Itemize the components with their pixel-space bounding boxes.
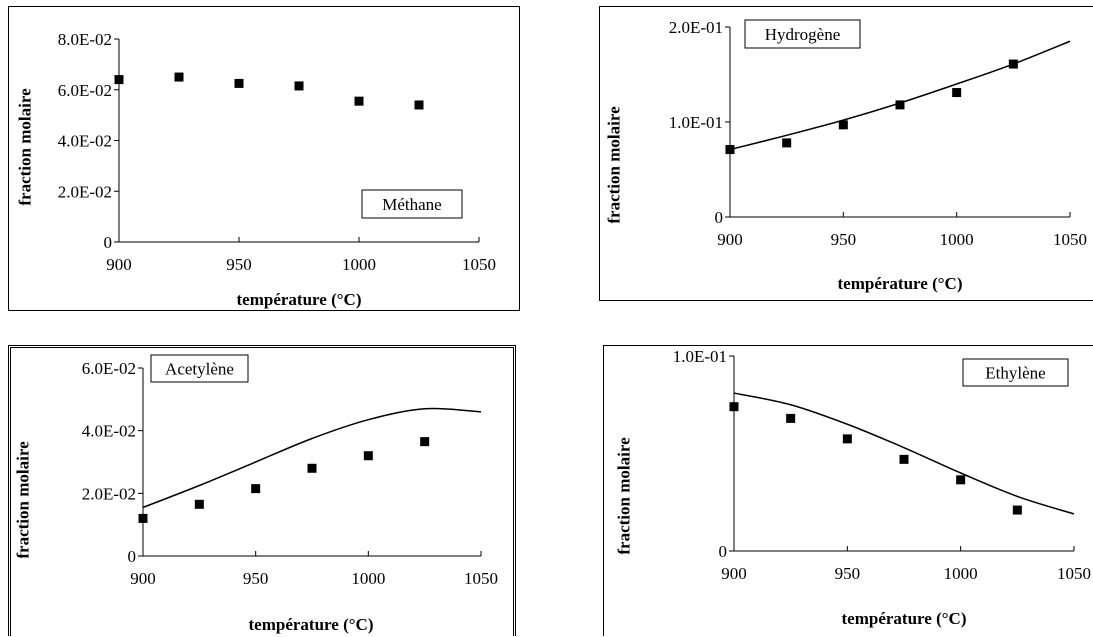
data-point [414,100,424,110]
x-tick-label: 900 [130,569,156,588]
data-point [294,81,304,91]
y-axis-label: fraction molaire [14,441,33,559]
x-tick-label: 950 [831,230,857,249]
y-axis-label: fraction molaire [16,88,35,206]
y-tick-label: 2.0E-02 [82,484,136,503]
legend-label: Hydrogène [765,25,841,44]
y-tick-label: 8.0E-02 [58,30,112,49]
y-tick-label: 4.0E-02 [58,132,112,151]
x-tick-label: 1000 [351,569,385,588]
chart-ethylene: 900 950 1000 1050 0 1.0E-01 température (°C) fr… [615,347,1092,628]
data-point [234,78,244,88]
legend-box [744,19,861,49]
data-point [838,120,848,130]
y-tick-label: 2.0E-01 [669,18,723,37]
data-point [354,96,364,106]
chart-panel-acetylene: 900 950 1000 1050 0 2.0E-02 4.0E-02 6.0E-02 temp… [8,345,516,636]
x-tick-label: 1000 [944,564,978,583]
x-tick-label: 900 [721,564,747,583]
x-tick-label: 1000 [342,255,376,274]
x-tick-label: 950 [835,564,861,583]
x-axis-label: température (°C) [249,615,374,634]
chart-hydrogene: 900 950 1000 1050 0 1.0E-01 2.0E-01 température… [605,18,1088,293]
data-point [786,413,796,423]
data-point [174,72,184,82]
y-axis-label: fraction molaire [605,106,624,224]
legend-box [962,358,1069,387]
legend-label: Méthane [382,195,441,214]
chart-panel-methane: 900 950 1000 1050 0 2.0E-02 4.0E-02 6.0E-02 8.0E… [8,6,520,311]
y-tick-label: 0 [128,547,137,566]
data-point [729,402,739,412]
y-tick-label: 1.0E-01 [669,113,723,132]
data-point [194,499,204,509]
y-tick-label: 0 [715,208,724,227]
data-point [842,434,852,444]
x-axis-label: température (°C) [838,274,963,293]
data-point [956,475,966,485]
model-curve [729,40,1071,151]
legend-box [361,189,463,219]
model-curve [733,392,1075,515]
x-axis-label: température (°C) [237,290,362,309]
legend-label: Ethylène [985,364,1045,383]
data-point [420,437,430,447]
chart-methane: 900 950 1000 1050 0 2.0E-02 4.0E-02 6.0E-02 8.0E… [16,30,497,309]
data-point [725,145,735,155]
x-tick-label: 1050 [464,569,498,588]
data-point [363,451,373,461]
x-tick-label: 1000 [940,230,974,249]
y-tick-label: 2.0E-02 [58,182,112,201]
chart-panel-hydrogene: 900 950 1000 1050 0 1.0E-01 2.0E-01 température… [599,6,1093,301]
chart-acetylene: 900 950 1000 1050 0 2.0E-02 4.0E-02 6.0E-02 temp… [14,354,498,634]
y-tick-label: 0 [719,542,728,561]
data-point [1012,505,1022,515]
x-tick-label: 900 [106,255,132,274]
y-axis-label: fraction molaire [615,437,634,555]
x-tick-label: 950 [243,569,269,588]
x-tick-label: 950 [226,255,252,274]
data-point [782,138,792,148]
y-tick-label: 4.0E-02 [82,422,136,441]
data-point [138,513,148,523]
x-tick-label: 1050 [1057,564,1091,583]
x-tick-label: 1050 [462,255,496,274]
y-tick-label: 6.0E-02 [82,359,136,378]
data-point [114,75,124,85]
chart-panel-ethylene: 900 950 1000 1050 0 1.0E-01 température (°C) fr… [603,345,1093,636]
y-tick-label: 6.0E-02 [58,81,112,100]
x-tick-label: 1050 [1053,230,1087,249]
data-point [307,463,317,473]
legend-label: Acetylène [165,360,234,379]
model-curve [142,407,482,509]
y-tick-label: 1.0E-01 [673,347,727,366]
data-point [899,454,909,464]
x-tick-label: 900 [717,230,743,249]
y-tick-label: 0 [104,233,113,252]
data-point [895,100,905,110]
data-point [1008,59,1018,69]
legend-box [150,354,249,383]
data-point [251,484,261,494]
x-axis-label: température (°C) [842,609,967,628]
data-point [952,88,962,98]
